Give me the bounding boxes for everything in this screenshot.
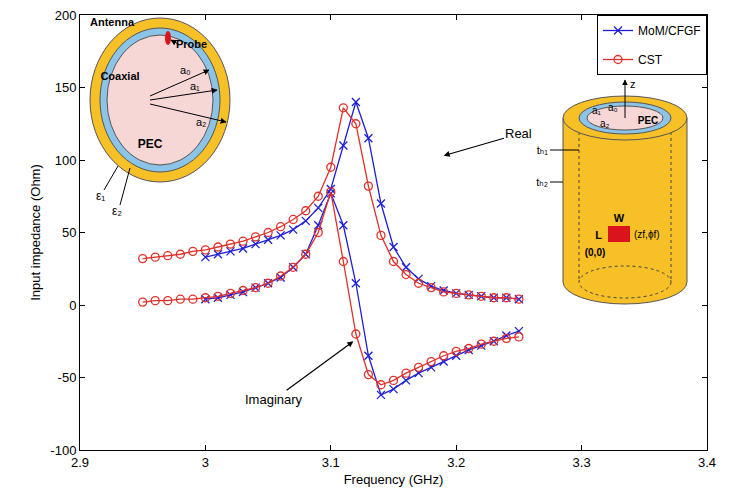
svg-text:Input impedance (Ohm): Input impedance (Ohm) xyxy=(28,164,43,301)
svg-text:W: W xyxy=(614,212,625,224)
svg-text:3.3: 3.3 xyxy=(573,455,591,470)
svg-text:CST: CST xyxy=(638,53,663,67)
svg-text:100: 100 xyxy=(55,153,77,168)
svg-text:Real: Real xyxy=(505,126,532,141)
svg-text:a₂: a₂ xyxy=(196,116,206,128)
svg-text:3.4: 3.4 xyxy=(698,455,716,470)
svg-text:2.9: 2.9 xyxy=(71,455,89,470)
svg-text:PEC: PEC xyxy=(638,115,659,126)
svg-text:Imaginary: Imaginary xyxy=(245,392,303,407)
svg-text:50: 50 xyxy=(62,225,76,240)
svg-text:Antenna: Antenna xyxy=(90,16,135,28)
svg-text:(0,0): (0,0) xyxy=(585,247,606,258)
svg-text:(zf,ϕf): (zf,ϕf) xyxy=(634,229,660,240)
svg-text:L: L xyxy=(595,229,602,241)
svg-text:Coaxial: Coaxial xyxy=(100,70,139,82)
svg-text:0: 0 xyxy=(69,298,76,313)
svg-text:Probe: Probe xyxy=(176,38,207,50)
svg-text:3: 3 xyxy=(202,455,209,470)
svg-text:a₂: a₂ xyxy=(600,118,610,129)
svg-text:200: 200 xyxy=(55,8,77,23)
svg-text:-50: -50 xyxy=(58,370,77,385)
svg-text:tₕ₂: tₕ₂ xyxy=(536,176,548,188)
svg-text:a₀: a₀ xyxy=(608,102,618,113)
svg-text:PEC: PEC xyxy=(138,137,163,151)
svg-text:3.2: 3.2 xyxy=(447,455,465,470)
svg-text:a₀: a₀ xyxy=(180,64,191,76)
svg-text:tₕ₁: tₕ₁ xyxy=(537,144,549,156)
svg-text:3.1: 3.1 xyxy=(322,455,340,470)
svg-text:z: z xyxy=(630,78,636,90)
svg-text:-100: -100 xyxy=(50,443,76,458)
svg-text:Frequency (GHz): Frequency (GHz) xyxy=(344,472,444,487)
svg-text:ε₂: ε₂ xyxy=(112,204,122,218)
svg-text:a₁: a₁ xyxy=(592,105,602,116)
svg-text:MoM/CFGF: MoM/CFGF xyxy=(638,24,701,38)
svg-text:a₁: a₁ xyxy=(190,80,200,92)
svg-text:150: 150 xyxy=(55,80,77,95)
svg-text:ε₁: ε₁ xyxy=(96,189,105,203)
